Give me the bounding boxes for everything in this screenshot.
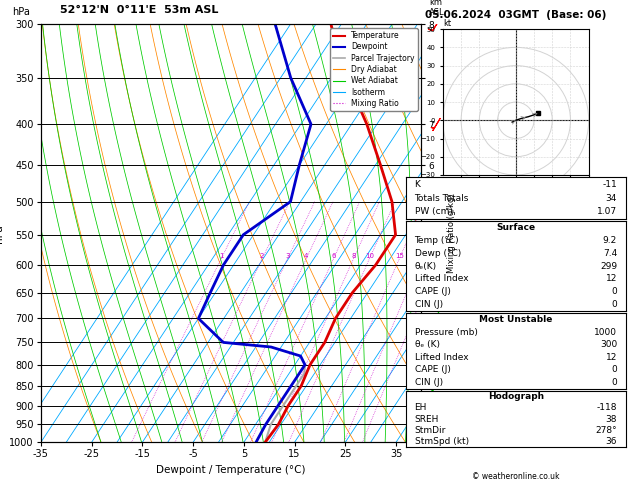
Text: 12: 12 <box>606 353 617 362</box>
Text: CAPE (J): CAPE (J) <box>415 287 450 296</box>
Text: km
ASL: km ASL <box>429 0 445 17</box>
Text: © weatheronline.co.uk: © weatheronline.co.uk <box>472 472 560 481</box>
Text: -118: -118 <box>596 403 617 413</box>
Text: 8: 8 <box>351 253 355 259</box>
Text: PW (cm): PW (cm) <box>415 208 452 216</box>
Y-axis label: hPa: hPa <box>0 224 4 243</box>
Text: 1000: 1000 <box>594 328 617 337</box>
Text: 38: 38 <box>606 415 617 424</box>
Text: 05.06.2024  03GMT  (Base: 06): 05.06.2024 03GMT (Base: 06) <box>425 10 606 20</box>
Text: Totals Totals: Totals Totals <box>415 193 469 203</box>
Text: EH: EH <box>415 403 427 413</box>
Text: 2: 2 <box>260 253 264 259</box>
Text: kt: kt <box>443 19 451 28</box>
Legend: Temperature, Dewpoint, Parcel Trajectory, Dry Adiabat, Wet Adiabat, Isotherm, Mi: Temperature, Dewpoint, Parcel Trajectory… <box>330 28 418 111</box>
Text: Temp (°C): Temp (°C) <box>415 236 459 245</box>
Text: Most Unstable: Most Unstable <box>479 315 552 324</box>
Text: Lifted Index: Lifted Index <box>415 353 468 362</box>
Text: Hodograph: Hodograph <box>487 392 544 401</box>
Text: 278°: 278° <box>596 426 617 435</box>
Text: 15: 15 <box>395 253 404 259</box>
Text: K: K <box>415 180 420 189</box>
X-axis label: Dewpoint / Temperature (°C): Dewpoint / Temperature (°C) <box>157 465 306 475</box>
Text: 20: 20 <box>416 253 425 259</box>
Text: StmSpd (kt): StmSpd (kt) <box>415 437 469 446</box>
Text: 12: 12 <box>606 275 617 283</box>
Text: Surface: Surface <box>496 223 535 232</box>
Text: 299: 299 <box>600 261 617 271</box>
Text: Dewp (°C): Dewp (°C) <box>415 249 461 258</box>
Text: 3: 3 <box>285 253 289 259</box>
Text: StmDir: StmDir <box>415 426 446 435</box>
Text: 300: 300 <box>600 340 617 349</box>
Text: θₑ(K): θₑ(K) <box>415 261 437 271</box>
Text: CAPE (J): CAPE (J) <box>415 365 450 375</box>
Text: hPa: hPa <box>13 7 30 17</box>
Text: 6: 6 <box>331 253 335 259</box>
Text: CIN (J): CIN (J) <box>415 378 443 387</box>
Text: 1: 1 <box>219 253 223 259</box>
Text: Mixing Ratio (g/kg): Mixing Ratio (g/kg) <box>447 193 455 273</box>
Text: 1.07: 1.07 <box>597 208 617 216</box>
Text: SREH: SREH <box>415 415 439 424</box>
Text: Lifted Index: Lifted Index <box>415 275 468 283</box>
Text: 7.4: 7.4 <box>603 249 617 258</box>
Text: 10: 10 <box>365 253 374 259</box>
Text: 0: 0 <box>611 378 617 387</box>
Text: 52°12'N  0°11'E  53m ASL: 52°12'N 0°11'E 53m ASL <box>60 4 218 15</box>
Text: 0: 0 <box>611 287 617 296</box>
Text: 9.2: 9.2 <box>603 236 617 245</box>
Text: 34: 34 <box>606 193 617 203</box>
Text: 0: 0 <box>611 365 617 375</box>
Text: -11: -11 <box>603 180 617 189</box>
Text: 4: 4 <box>304 253 308 259</box>
Text: θₑ (K): θₑ (K) <box>415 340 440 349</box>
Text: Pressure (mb): Pressure (mb) <box>415 328 477 337</box>
Text: CIN (J): CIN (J) <box>415 300 443 309</box>
Text: 0: 0 <box>611 300 617 309</box>
Text: 36: 36 <box>606 437 617 446</box>
